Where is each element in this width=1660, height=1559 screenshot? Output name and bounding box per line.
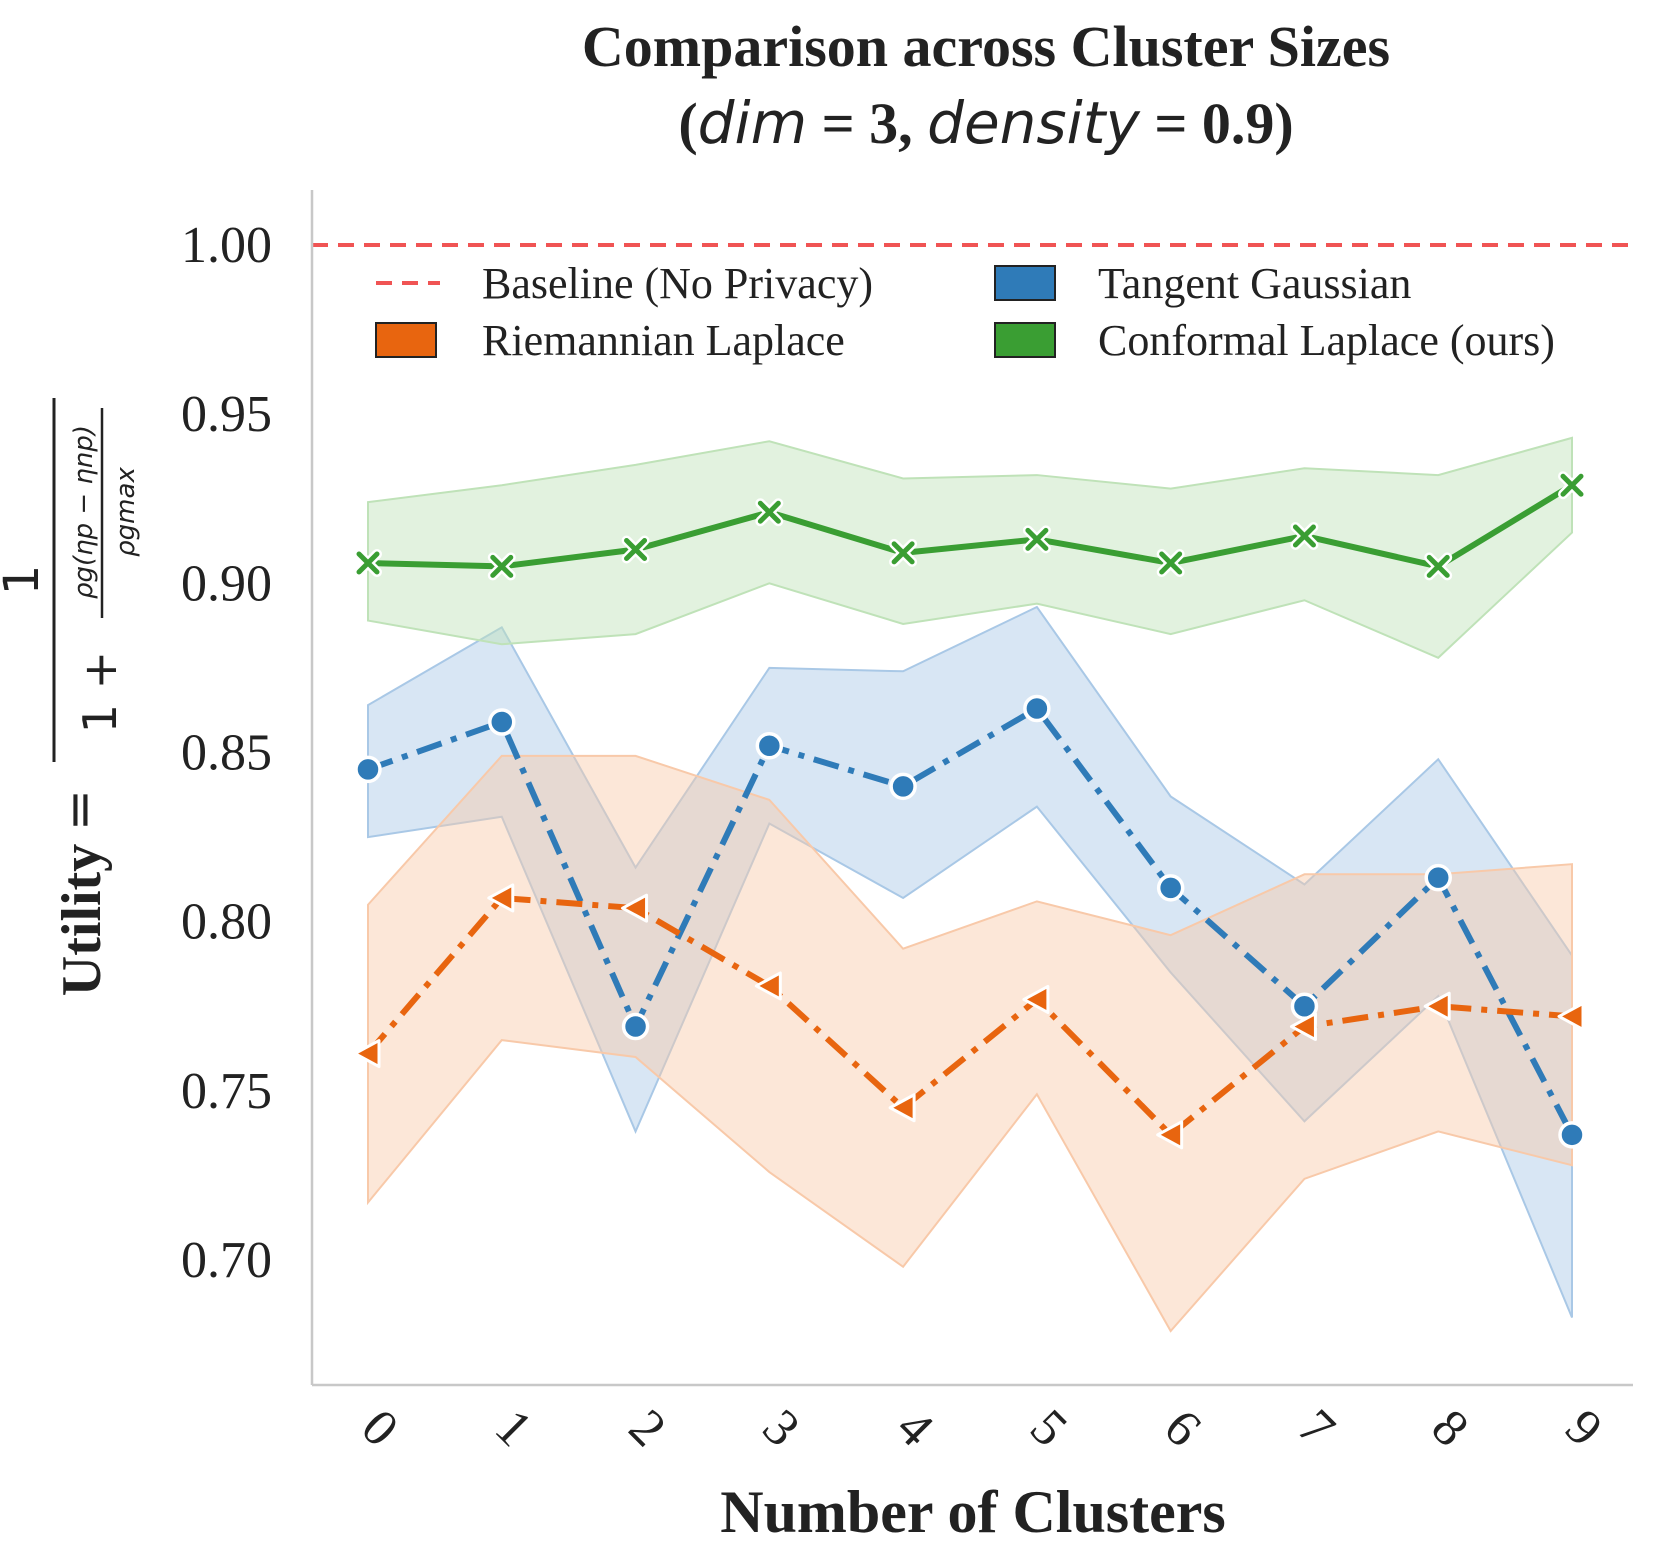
riemannian-laplace-band <box>367 754 1573 1333</box>
legend-baseline-label: Baseline (No Privacy) <box>482 259 873 308</box>
x-tick-label: 8 <box>1421 1399 1480 1458</box>
series-lines <box>365 482 1575 1138</box>
chart-subtitle: (dim = 3, density = 0.9) <box>678 89 1293 157</box>
y-tick-label: 0.90 <box>181 555 272 612</box>
x-tick-label: 6 <box>1153 1399 1212 1458</box>
y-tick-label: 0.70 <box>181 1232 272 1289</box>
x-axis-label: Number of Clusters <box>720 1479 1226 1545</box>
riemannian-laplace-point <box>754 971 782 1001</box>
riemannian-laplace-point <box>1423 991 1451 1021</box>
tangent-gaussian-line <box>366 705 1575 1137</box>
x-tick-labels: 0 1 2 3 4 5 6 7 8 9 <box>350 1399 1613 1458</box>
riemannian-laplace-point <box>353 1039 381 1069</box>
tangent-gaussian-point <box>1156 874 1185 902</box>
subtitle-open: ( <box>678 91 697 156</box>
x-tick-label: 0 <box>350 1399 409 1458</box>
conformal-laplace-ours-point <box>755 498 784 527</box>
x-tick-label: 9 <box>1554 1399 1613 1458</box>
legend-riemannian-laplace-swatch <box>375 322 437 358</box>
conformal-laplace-ours-point <box>487 552 516 581</box>
y-tick-label: 1.00 <box>181 217 272 274</box>
confidence-bands <box>367 436 1573 1333</box>
tangent-gaussian-point <box>1558 1121 1586 1149</box>
conformal-laplace-ours-point <box>1156 549 1185 578</box>
conformal-laplace-ours-line <box>367 482 1574 570</box>
legend-conformal-laplace-swatch <box>994 322 1056 358</box>
riemannian-laplace-line <box>365 894 1573 1138</box>
y-tick-label: 0.80 <box>181 894 272 951</box>
x-tick-label: 4 <box>885 1399 944 1458</box>
y-axis-label: Utility = 1 1 + ρg(ηp − ηnp) ρgmax <box>0 398 141 996</box>
conformal-laplace-ours-point <box>1290 521 1319 550</box>
y-axis-label-denominator-prefix: 1 + <box>73 651 127 733</box>
tangent-gaussian-point <box>621 1012 650 1041</box>
legend-tangent-gaussian-label: Tangent Gaussian <box>1098 259 1411 308</box>
subtitle-dim-variable: dim <box>698 89 807 157</box>
riemannian-laplace-point <box>487 883 515 913</box>
conformal-laplace-ours-point <box>1558 471 1586 500</box>
subtitle-density-value: = 0.9) <box>1140 91 1294 156</box>
y-tick-labels: 0.70 0.75 0.80 0.85 0.90 0.95 1.00 <box>181 217 272 1289</box>
conformal-laplace-ours-point <box>889 538 918 567</box>
tangent-gaussian-point <box>1424 863 1452 892</box>
tangent-gaussian-point <box>889 772 917 801</box>
conformal-laplace-ours-point <box>1022 525 1051 554</box>
tangent-gaussian-point <box>1023 694 1051 723</box>
y-axis-label-word: Utility <box>51 844 113 996</box>
riemannian-laplace-point <box>1289 1012 1317 1042</box>
subtitle-dim-value: = 3, <box>807 91 927 156</box>
riemannian-laplace-point <box>621 893 649 923</box>
y-tick-label: 0.75 <box>181 1063 272 1120</box>
conformal-laplace-ours-point <box>621 535 650 564</box>
x-tick-label: 3 <box>752 1399 811 1458</box>
y-tick-label: 0.85 <box>181 725 272 782</box>
riemannian-laplace-point <box>1156 1120 1184 1150</box>
chart-title: Comparison across Cluster Sizes <box>582 14 1390 79</box>
riemannian-laplace-point <box>1557 1001 1585 1031</box>
y-axis-label-equals: = <box>50 789 108 831</box>
legend-riemannian-laplace-label: Riemannian Laplace <box>482 316 845 365</box>
tangent-gaussian-point <box>755 731 784 760</box>
x-tick-label: 5 <box>1019 1399 1078 1458</box>
x-tick-label: 2 <box>618 1399 677 1458</box>
y-tick-label: 0.95 <box>181 386 272 443</box>
subtitle-density-variable: density <box>927 89 1140 157</box>
legend-tangent-gaussian-swatch <box>994 265 1056 301</box>
x-tick-label: 7 <box>1287 1399 1346 1458</box>
series-markers <box>353 471 1586 1150</box>
riemannian-laplace-point <box>1022 984 1050 1014</box>
conformal-laplace-ours-point <box>1424 552 1453 581</box>
y-axis-label-inner-denominator: ρgmax <box>111 467 141 557</box>
conformal-laplace-ours-point <box>354 549 382 578</box>
legend-conformal-laplace-label: Conformal Laplace (ours) <box>1098 316 1555 365</box>
legend: Baseline (No Privacy) Tangent Gaussian R… <box>375 259 1555 365</box>
tangent-gaussian-point <box>488 708 516 736</box>
tangent-gaussian-point <box>354 755 382 784</box>
y-axis-label-numerator: 1 <box>0 565 50 596</box>
y-axis-label-inner-numerator: ρg(ηp − ηnp) <box>69 425 99 599</box>
riemannian-laplace-point <box>888 1093 916 1123</box>
x-tick-label: 1 <box>484 1399 543 1458</box>
